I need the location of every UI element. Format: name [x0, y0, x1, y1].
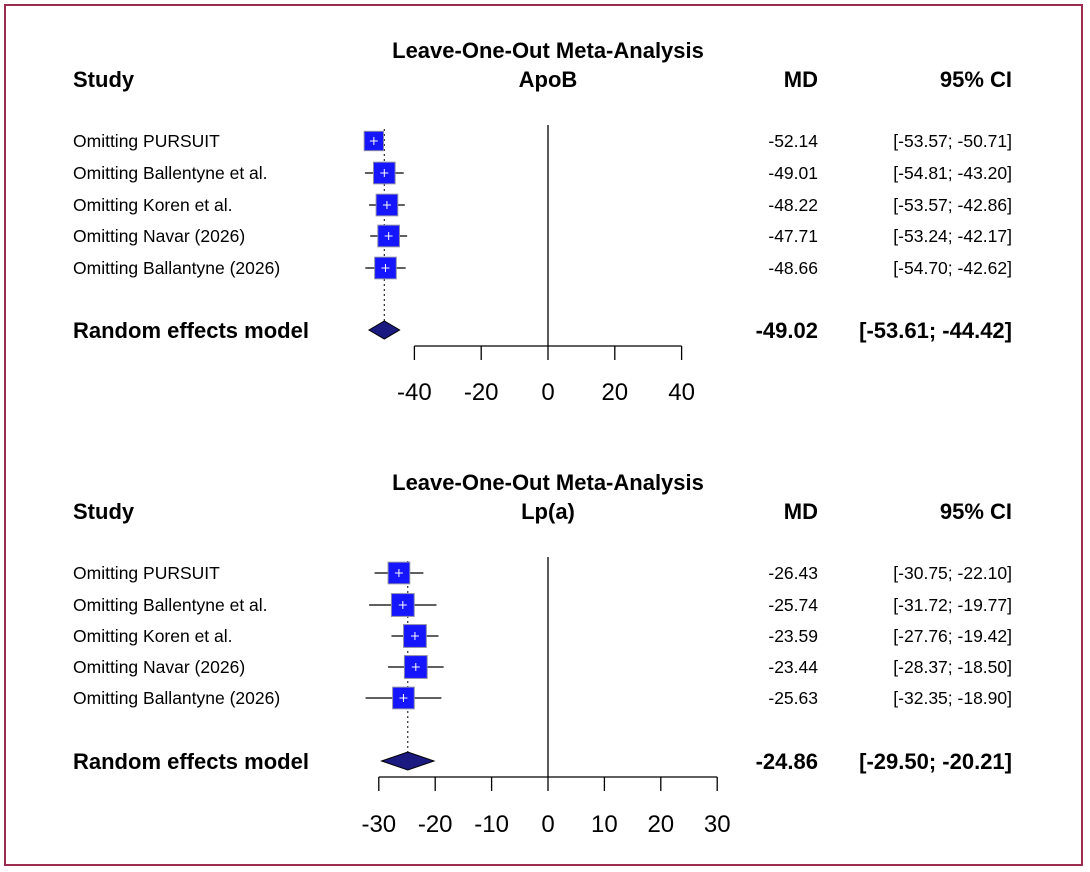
study-row: Omitting PURSUIT -26.43 [-30.75; -22.10]: [73, 561, 1012, 585]
study-md: -25.74: [768, 595, 818, 615]
study-label: Omitting Ballentyne et al.: [73, 163, 268, 183]
study-label: Omitting Koren et al.: [73, 195, 233, 215]
study-md: -26.43: [768, 563, 818, 583]
study-label: Omitting Navar (2026): [73, 226, 245, 246]
column-header-study: Study: [73, 67, 135, 92]
study-md: -47.71: [768, 226, 818, 246]
study-label: Omitting Ballentyne et al.: [73, 595, 268, 615]
study-ci: [-31.72; -19.77]: [893, 595, 1012, 615]
x-tick-label: 0: [541, 811, 554, 838]
summary-md: -24.86: [756, 749, 818, 774]
x-tick-label: -20: [464, 379, 499, 406]
study-md: -49.01: [768, 163, 818, 183]
summary-ci: [-29.50; -20.21]: [859, 749, 1012, 774]
study-ci: [-54.81; -43.20]: [893, 163, 1012, 183]
column-header-ci: 95% CI: [940, 67, 1012, 92]
study-md: -23.59: [768, 626, 818, 646]
x-tick-label: 20: [647, 811, 674, 838]
summary-diamond: [367, 320, 401, 340]
study-row: Omitting PURSUIT -52.14 [-53.57; -50.71]: [73, 130, 1012, 152]
study-ci: [-27.76; -19.42]: [893, 626, 1012, 646]
column-header-ci: 95% CI: [940, 499, 1012, 524]
x-tick-label: -20: [418, 811, 453, 838]
x-tick-label: 30: [704, 811, 731, 838]
summary-ci: [-53.61; -44.42]: [859, 318, 1012, 343]
x-tick-label: 0: [541, 379, 554, 406]
study-ci: [-53.57; -50.71]: [893, 131, 1012, 151]
study-ci: [-53.24; -42.17]: [893, 226, 1012, 246]
chart-subtitle: Lp(a): [521, 499, 575, 524]
summary-row: Random effects model -49.02 [-53.61; -44.4…: [73, 318, 1012, 343]
x-tick-label: -30: [361, 811, 396, 838]
column-header-md: MD: [784, 499, 818, 524]
summary-label: Random effects model: [73, 318, 309, 343]
study-label: Omitting Ballantyne (2026): [73, 688, 280, 708]
summary-row: Random effects model -24.86 [-29.50; -20.2…: [73, 749, 1012, 774]
study-md: -23.44: [768, 657, 818, 677]
x-tick-label: 20: [601, 379, 628, 406]
study-label: Omitting PURSUIT: [73, 131, 220, 151]
study-label: Omitting PURSUIT: [73, 563, 220, 583]
x-tick-label: -10: [474, 811, 509, 838]
study-ci: [-53.57; -42.86]: [893, 195, 1012, 215]
chart-subtitle: ApoB: [519, 67, 578, 92]
x-tick-label: 40: [668, 379, 695, 406]
study-row: Omitting Koren et al. -23.59 [-27.76; -19.…: [73, 624, 1012, 648]
column-header-md: MD: [784, 67, 818, 92]
study-md: -48.66: [768, 258, 818, 278]
study-label: Omitting Ballantyne (2026): [73, 258, 280, 278]
study-ci: [-54.70; -42.62]: [893, 258, 1012, 278]
study-md: -25.63: [768, 688, 818, 708]
summary-diamond: [380, 751, 436, 771]
study-row: Omitting Ballantyne (2026) -48.66 [-54.70;…: [73, 256, 1012, 280]
forest-plot-1: Leave-One-Out Meta-Analysis ApoB Study MD 95…: [73, 38, 1012, 406]
column-header-study: Study: [73, 499, 135, 524]
study-label: Omitting Navar (2026): [73, 657, 245, 677]
study-row: Omitting Ballantyne (2026) -25.63 [-32.35;…: [73, 686, 1012, 710]
study-md: -48.22: [768, 195, 818, 215]
study-row: Omitting Ballentyne et al. -49.01 [-54.81;…: [73, 161, 1012, 185]
study-row: Omitting Koren et al. -48.22 [-53.57; -42.…: [73, 193, 1012, 217]
summary-label: Random effects model: [73, 749, 309, 774]
study-ci: [-30.75; -22.10]: [893, 563, 1012, 583]
study-row: Omitting Ballentyne et al. -25.74 [-31.72;…: [73, 593, 1012, 617]
study-row: Omitting Navar (2026) -23.44 [-28.37; -18.…: [73, 655, 1012, 679]
forest-plot-2: Leave-One-Out Meta-Analysis Lp(a) Study MD 9…: [73, 470, 1012, 838]
figure-frame: [4, 4, 1083, 866]
study-row: Omitting Navar (2026) -47.71 [-53.24; -42.…: [73, 224, 1012, 248]
summary-md: -49.02: [756, 318, 818, 343]
study-ci: [-28.37; -18.50]: [893, 657, 1012, 677]
study-ci: [-32.35; -18.90]: [893, 688, 1012, 708]
study-md: -52.14: [768, 131, 818, 151]
x-tick-label: 10: [591, 811, 618, 838]
chart-title: Leave-One-Out Meta-Analysis: [392, 470, 704, 495]
chart-title: Leave-One-Out Meta-Analysis: [392, 38, 704, 63]
x-tick-label: -40: [397, 379, 432, 406]
study-label: Omitting Koren et al.: [73, 626, 233, 646]
